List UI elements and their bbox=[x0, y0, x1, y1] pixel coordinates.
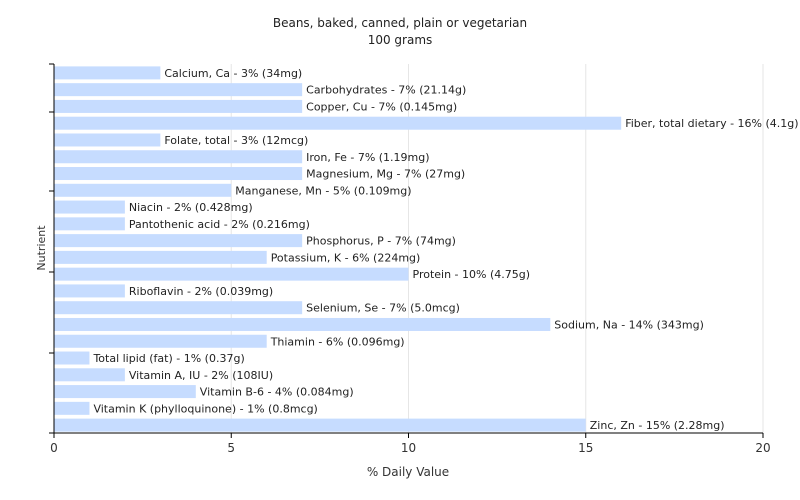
bar bbox=[54, 385, 196, 399]
chart-title: Beans, baked, canned, plain or vegetaria… bbox=[272, 16, 528, 30]
bar-label: Pantothenic acid - 2% (0.216mg) bbox=[129, 218, 310, 231]
bar bbox=[54, 183, 232, 197]
axes: 0 5 10 15 20 bbox=[49, 63, 771, 455]
bar-label: Manganese, Mn - 5% (0.109mg) bbox=[235, 184, 411, 197]
bars bbox=[54, 66, 622, 432]
bar-label: Fiber, total dietary - 16% (4.1g) bbox=[625, 117, 798, 130]
x-tick-label: 20 bbox=[755, 441, 770, 455]
bar-label: Vitamin K (phylloquinone) - 1% (0.8mcg) bbox=[93, 402, 317, 415]
bar-label: Magnesium, Mg - 7% (27mg) bbox=[306, 168, 465, 181]
bar-label: Vitamin B-6 - 4% (0.084mg) bbox=[200, 386, 354, 399]
bar bbox=[54, 418, 586, 432]
bar bbox=[54, 150, 303, 164]
bar-label: Folate, total - 3% (12mcg) bbox=[164, 134, 308, 147]
bar-label: Phosphorus, P - 7% (74mg) bbox=[306, 235, 456, 248]
bar-label: Sodium, Na - 14% (343mg) bbox=[554, 318, 704, 331]
bar-label: Vitamin A, IU - 2% (108IU) bbox=[129, 369, 273, 382]
bar bbox=[54, 250, 267, 264]
bar-labels: Calcium, Ca - 3% (34mg) Carbohydrates - 7… bbox=[92, 67, 798, 432]
bar-label: Calcium, Ca - 3% (34mg) bbox=[164, 67, 302, 80]
bar-label: Potassium, K - 6% (224mg) bbox=[271, 251, 421, 264]
bar-label: Copper, Cu - 7% (0.145mg) bbox=[306, 100, 457, 113]
bar bbox=[54, 334, 267, 348]
bar-label: Riboflavin - 2% (0.039mg) bbox=[129, 285, 273, 298]
bar bbox=[54, 217, 125, 231]
bar bbox=[54, 200, 125, 214]
bar-label: Zinc, Zn - 15% (2.28mg) bbox=[590, 419, 725, 432]
bar bbox=[54, 368, 125, 382]
bar-label: Niacin - 2% (0.428mg) bbox=[129, 201, 253, 214]
x-axis-title: % Daily Value bbox=[367, 465, 449, 479]
bar-label: Protein - 10% (4.75g) bbox=[413, 268, 531, 281]
bar bbox=[54, 99, 303, 113]
bar bbox=[54, 167, 303, 181]
x-tick-label: 15 bbox=[578, 441, 593, 455]
y-axis-title: Nutrient bbox=[35, 225, 48, 271]
x-tick-label: 10 bbox=[401, 441, 416, 455]
bar bbox=[54, 284, 125, 298]
bar bbox=[54, 401, 90, 415]
bar bbox=[54, 66, 161, 80]
x-tick-label: 0 bbox=[50, 441, 58, 455]
bar-label: Total lipid (fat) - 1% (0.37g) bbox=[92, 352, 244, 365]
bar bbox=[54, 317, 551, 331]
bar-label: Iron, Fe - 7% (1.19mg) bbox=[306, 151, 429, 164]
bar bbox=[54, 83, 303, 97]
bar bbox=[54, 234, 303, 248]
bar bbox=[54, 267, 409, 281]
x-tick-label: 5 bbox=[227, 441, 235, 455]
bar bbox=[54, 351, 90, 365]
bar bbox=[54, 133, 161, 147]
bar-label: Thiamin - 6% (0.096mg) bbox=[270, 335, 405, 348]
bar bbox=[54, 116, 622, 130]
bar-label: Selenium, Se - 7% (5.0mcg) bbox=[306, 302, 460, 315]
chart-subtitle: 100 grams bbox=[367, 33, 433, 47]
bar-label: Carbohydrates - 7% (21.14g) bbox=[306, 84, 466, 97]
bar bbox=[54, 301, 303, 315]
chart-title-block: Beans, baked, canned, plain or vegetaria… bbox=[0, 15, 800, 49]
